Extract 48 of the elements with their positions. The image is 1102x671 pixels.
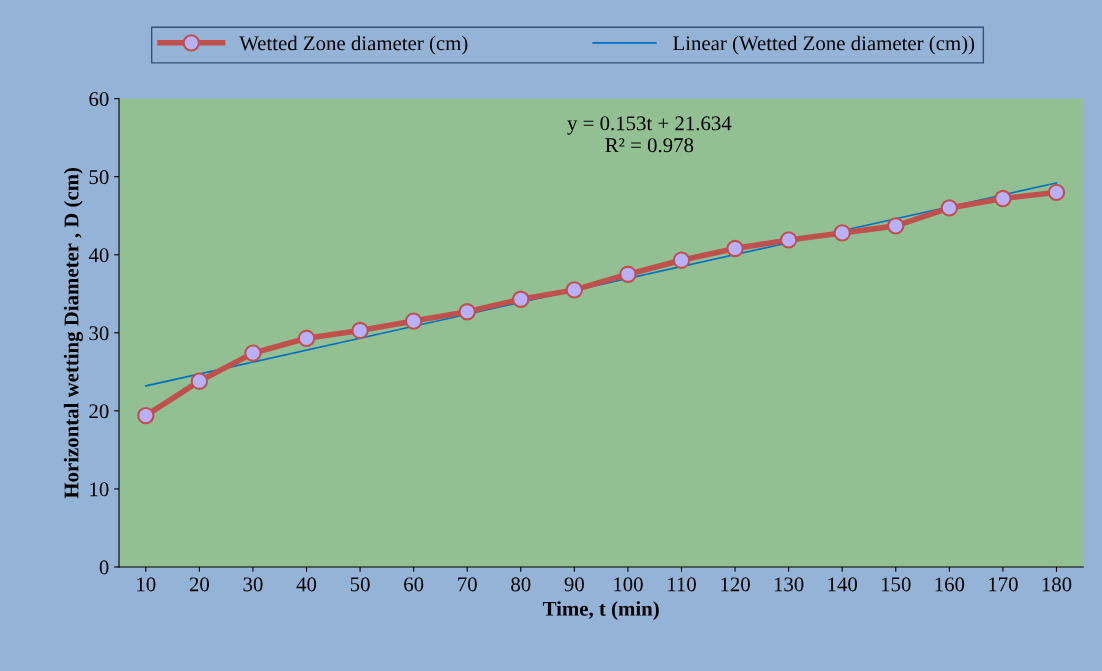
y-tick-label: 60 — [89, 92, 109, 107]
x-tick-label: 20 — [189, 577, 209, 592]
x-tick-label: 70 — [458, 577, 477, 592]
point — [512, 290, 530, 308]
y-tick-label: 10 — [90, 482, 109, 497]
point — [565, 281, 584, 299]
x-tick-label: 180 — [1042, 577, 1072, 592]
legend-label: Linear (Wetted Zone diameter (cm)) — [673, 35, 975, 55]
x-tick-label: 110 — [668, 577, 696, 592]
x-axis-title: Time, t (min) — [542, 601, 659, 621]
point — [994, 189, 1012, 208]
point — [297, 329, 316, 347]
point — [619, 265, 637, 283]
y-tick-label: 30 — [89, 326, 109, 341]
x-tick-label: 30 — [243, 577, 263, 592]
point — [1047, 183, 1066, 201]
legend-label: Wetted Zone diameter (cm) — [239, 35, 468, 55]
x-tick-label: 170 — [989, 577, 1018, 592]
point — [726, 239, 744, 258]
x-tick-label: 100 — [614, 577, 643, 592]
annotation: y = 0.153t + 21.634 R² = 0.978 — [567, 116, 732, 153]
point — [672, 251, 691, 269]
point — [244, 344, 262, 362]
point — [779, 231, 798, 249]
x-tick-label: 80 — [511, 577, 531, 592]
x-tick-label: 140 — [828, 577, 858, 592]
point — [940, 199, 959, 217]
x-tick-label: 130 — [774, 577, 804, 592]
point — [137, 406, 155, 425]
point — [833, 224, 851, 242]
point — [887, 217, 905, 235]
x-tick-label: 50 — [350, 577, 370, 592]
x-tick-label: 10 — [137, 577, 156, 592]
y-tick-label: 0 — [99, 560, 109, 575]
x-tick-label: 40 — [296, 577, 317, 592]
y-tick-label: 50 — [89, 170, 109, 185]
point — [458, 303, 476, 321]
x-tick-label: 150 — [881, 577, 911, 592]
point — [351, 321, 369, 340]
y-tick-label: 20 — [89, 404, 109, 419]
y-tick-label: 40 — [88, 248, 109, 263]
x-tick-label: 120 — [721, 577, 750, 592]
x-tick-label: 60 — [404, 577, 424, 592]
x-tick-label: 160 — [935, 577, 965, 592]
y-axis-title: Horizontal wetting Diameter , D (cm) — [63, 167, 83, 499]
point — [190, 372, 209, 390]
x-tick-label: 90 — [564, 577, 584, 592]
point — [404, 312, 423, 330]
